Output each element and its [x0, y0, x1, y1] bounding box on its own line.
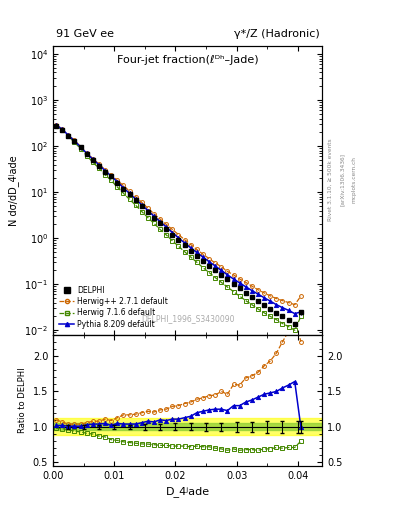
- Text: DELPHI_1996_S3430090: DELPHI_1996_S3430090: [141, 314, 234, 323]
- Y-axis label: N dσ/dD_4ʲade: N dσ/dD_4ʲade: [8, 155, 19, 226]
- X-axis label: D_4ʲade: D_4ʲade: [165, 486, 210, 497]
- Y-axis label: Ratio to DELPHI: Ratio to DELPHI: [18, 368, 27, 433]
- Text: 91 GeV ee: 91 GeV ee: [56, 29, 114, 39]
- Text: γ*/Z (Hadronic): γ*/Z (Hadronic): [234, 29, 320, 39]
- Text: Rivet 3.1.10, ≥ 500k events: Rivet 3.1.10, ≥ 500k events: [328, 138, 333, 221]
- Legend: DELPHI, Herwig++ 2.7.1 default, Herwig 7.1.6 default, Pythia 8.209 default: DELPHI, Herwig++ 2.7.1 default, Herwig 7…: [57, 284, 171, 331]
- Text: [arXiv:1306.3436]: [arXiv:1306.3436]: [340, 153, 345, 206]
- Text: Four-jet fraction(ℓᴰʰ–Jade): Four-jet fraction(ℓᴰʰ–Jade): [117, 55, 259, 65]
- Bar: [53, 423, 322, 431]
- Bar: [53, 418, 322, 435]
- Text: mcplots.cern.ch: mcplots.cern.ch: [352, 156, 357, 203]
